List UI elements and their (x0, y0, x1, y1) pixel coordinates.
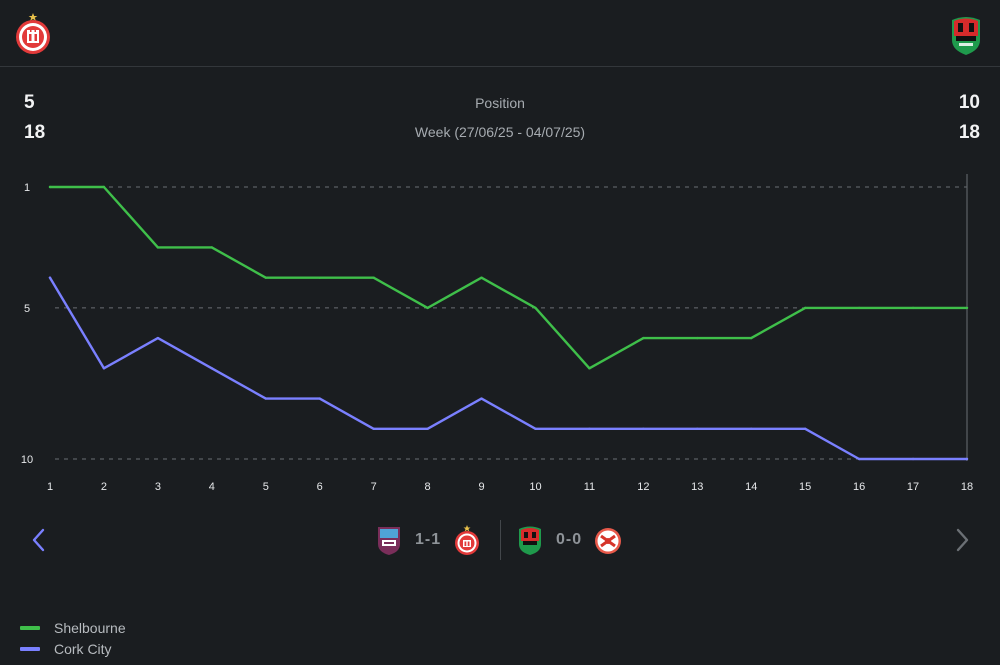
chevron-right-icon[interactable] (950, 527, 974, 553)
home-position: 5 (24, 92, 35, 113)
x-tick-label: 4 (209, 481, 215, 493)
data-point-shelbourne (642, 336, 645, 340)
x-tick-label: 9 (478, 481, 484, 493)
x-tick-label: 7 (371, 481, 377, 493)
data-point-cork-city (318, 397, 321, 400)
away-total-teams: 18 (958, 122, 980, 143)
galway-crest-icon (378, 527, 400, 555)
period-label: Week (27/06/25 - 04/07/25) (414, 124, 586, 140)
x-tick-label: 18 (961, 481, 973, 493)
legend-swatch-cork-city (20, 646, 40, 651)
x-tick-label: 1 (47, 481, 53, 493)
data-point-cork-city (264, 397, 267, 400)
data-point-shelbourne (534, 306, 537, 310)
x-tick-label: 10 (529, 481, 541, 493)
data-point-cork-city (48, 276, 52, 279)
x-tick-label: 8 (425, 481, 431, 493)
data-point-cork-city (642, 427, 645, 430)
data-point-shelbourne (210, 246, 214, 249)
data-point-cork-city (534, 427, 537, 430)
x-tick-label: 16 (853, 481, 865, 493)
x-tick-label: 2 (101, 481, 107, 493)
chevron-left-icon[interactable] (27, 527, 51, 553)
data-point-shelbourne (156, 246, 160, 249)
match-result-2[interactable]: 0-0 (516, 522, 622, 558)
header-bar (0, 0, 1000, 67)
match-1-score: 1-1 (415, 531, 442, 548)
data-point-shelbourne (857, 306, 861, 310)
match-2-score: 0-0 (556, 531, 583, 548)
cork-city-crest-icon (519, 526, 541, 555)
st-patricks-crest-icon (595, 528, 622, 554)
data-point-cork-city (911, 457, 915, 461)
legend-item-shelbourne[interactable]: Shelbourne (20, 617, 126, 638)
data-point-shelbourne (318, 276, 321, 279)
data-point-shelbourne (965, 306, 969, 310)
x-tick-label: 14 (745, 481, 757, 493)
data-point-cork-city (965, 457, 969, 461)
match-result-1[interactable]: 1-1 (375, 522, 481, 558)
away-position: 10 (958, 92, 980, 113)
data-point-cork-city (588, 427, 591, 430)
series-line-cork-city (48, 276, 969, 461)
y-tick-label: 1 (24, 182, 30, 194)
home-total-teams: 18 (24, 122, 46, 143)
shelbourne-crest-icon (455, 525, 480, 555)
y-tick-label: 5 (24, 303, 30, 315)
chart-legend: Shelbourne Cork City (20, 617, 126, 659)
data-point-shelbourne (426, 306, 429, 310)
data-point-shelbourne (696, 336, 699, 340)
x-tick-label: 13 (691, 481, 703, 493)
data-point-cork-city (480, 397, 483, 400)
legend-label-shelbourne: Shelbourne (54, 619, 126, 636)
x-tick-label: 5 (263, 481, 269, 493)
data-point-shelbourne (803, 306, 807, 310)
x-tick-label: 15 (799, 481, 811, 493)
x-tick-label: 11 (584, 481, 595, 493)
data-point-cork-city (156, 336, 160, 340)
match-divider (500, 520, 501, 560)
data-point-cork-city (857, 457, 861, 461)
legend-label-cork-city: Cork City (54, 640, 112, 657)
shelbourne-crest-icon[interactable] (13, 12, 53, 56)
data-point-cork-city (372, 427, 375, 430)
legend-item-cork-city[interactable]: Cork City (20, 638, 126, 659)
data-point-cork-city (210, 367, 214, 370)
x-tick-label: 17 (907, 481, 919, 493)
y-tick-label: 10 (21, 454, 33, 466)
data-point-shelbourne (264, 276, 267, 279)
x-tick-label: 3 (155, 481, 161, 493)
data-point-cork-city (696, 427, 699, 430)
data-point-shelbourne (480, 276, 483, 279)
metric-label: Position (475, 95, 525, 111)
data-point-cork-city (750, 427, 753, 430)
data-point-cork-city (102, 367, 106, 370)
cork-city-crest-icon[interactable] (946, 12, 986, 56)
data-point-cork-city (426, 427, 429, 430)
data-point-shelbourne (750, 336, 753, 340)
data-point-shelbourne (588, 367, 591, 370)
data-point-shelbourne (48, 185, 52, 189)
data-point-shelbourne (372, 276, 375, 279)
data-point-cork-city (803, 427, 807, 430)
x-tick-label: 12 (637, 481, 649, 493)
legend-swatch-shelbourne (20, 625, 40, 630)
data-point-shelbourne (911, 306, 915, 310)
data-point-shelbourne (102, 185, 106, 189)
series-line-shelbourne (48, 185, 969, 370)
x-tick-label: 6 (317, 481, 323, 493)
